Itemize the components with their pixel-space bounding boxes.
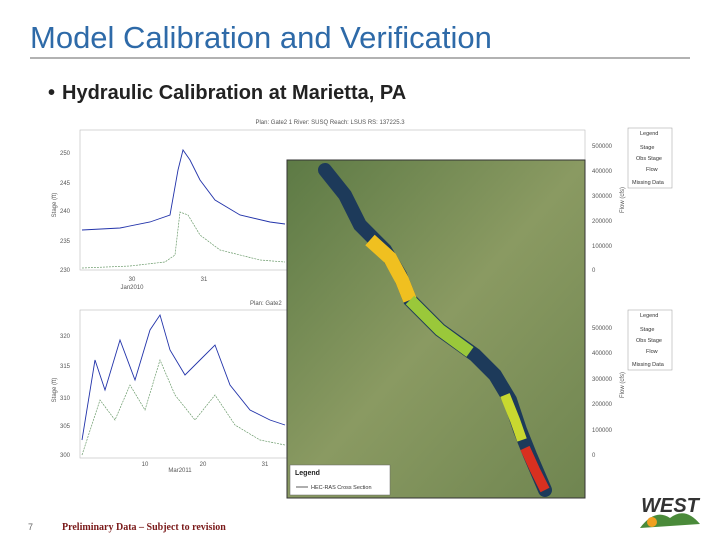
y2-label: Flow (cfs) xyxy=(620,187,626,213)
y-label: Stage (ft) xyxy=(52,378,58,403)
y2-tick: 100000 xyxy=(592,244,613,250)
stage-line xyxy=(81,313,286,441)
y-tick: 245 xyxy=(60,181,71,187)
bottom-plot: Plan: Gate2 Stage (ft) 320 315 310 305 3… xyxy=(52,301,673,474)
top-plot: Plan: Gate2 1 River: SUSQ Reach: LSUS RS… xyxy=(52,120,673,291)
legend-title: Legend xyxy=(640,131,658,137)
logo-text: WEST xyxy=(641,495,701,517)
x-tick: 30 xyxy=(129,277,136,283)
map-legend-title: Legend xyxy=(295,470,320,477)
y-tick: 310 xyxy=(60,396,71,402)
legend-item: Flow xyxy=(646,167,658,173)
y2-tick: 200000 xyxy=(592,402,613,408)
x-tick: 10 xyxy=(142,462,149,468)
legend-item: Missing Data xyxy=(632,180,665,186)
obs-line xyxy=(81,211,286,269)
river-segment xyxy=(520,445,550,493)
legend-item: Flow xyxy=(646,349,658,355)
logo-sun xyxy=(647,517,657,527)
bullet: Hydraulic Calibration at Marietta, PA xyxy=(62,82,406,104)
obs-line xyxy=(81,358,286,456)
legend-item: Obs Stage xyxy=(636,156,662,162)
y2-tick: 200000 xyxy=(592,219,613,225)
y-tick: 230 xyxy=(60,268,71,274)
bullet-dot: • xyxy=(48,82,55,104)
y2-tick: 0 xyxy=(592,268,596,274)
y-tick: 305 xyxy=(60,424,71,430)
title: Model Calibration and Verification xyxy=(30,20,492,55)
x-label: Mar2011 xyxy=(168,468,192,474)
y-tick: 320 xyxy=(60,334,71,340)
y-tick: 235 xyxy=(60,239,71,245)
y2-tick: 400000 xyxy=(592,351,613,357)
y-tick: 250 xyxy=(60,151,71,157)
legend-item: Missing Data xyxy=(632,362,665,368)
legend-item: Stage xyxy=(640,145,654,151)
map-legend xyxy=(289,464,391,496)
y-tick: 315 xyxy=(60,364,71,370)
x-tick: 31 xyxy=(262,462,269,468)
plot-title: Plan: Gate2 xyxy=(250,301,282,307)
y2-label: Flow (cfs) xyxy=(620,372,626,398)
river-segment xyxy=(365,234,417,303)
y2-tick: 100000 xyxy=(592,428,613,434)
river-segment xyxy=(500,393,527,442)
y2-tick: 500000 xyxy=(592,144,613,150)
legend-item: Stage xyxy=(640,327,654,333)
map-legend-item: HEC-RAS Cross Section xyxy=(311,485,372,491)
map: Legend HEC-RAS Cross Section xyxy=(286,159,586,499)
y2-tick: 300000 xyxy=(592,194,613,200)
legend-box xyxy=(627,309,673,371)
y-label: Stage (ft) xyxy=(52,193,58,218)
y-tick: 240 xyxy=(60,209,71,215)
legend-item: Obs Stage xyxy=(636,338,662,344)
river-segment xyxy=(405,295,474,357)
stage-line xyxy=(81,148,286,231)
page-number: 7 xyxy=(28,522,33,532)
x-tick: 20 xyxy=(200,462,207,468)
legend-title: Legend xyxy=(640,313,658,319)
y-tick: 300 xyxy=(60,453,71,459)
y2-tick: 300000 xyxy=(592,377,613,383)
x-label: Jan2010 xyxy=(120,285,144,291)
x-tick: 31 xyxy=(201,277,208,283)
logo: WEST xyxy=(640,495,701,528)
y2-tick: 0 xyxy=(592,453,596,459)
y2-tick: 500000 xyxy=(592,326,613,332)
y2-tick: 400000 xyxy=(592,169,613,175)
footer-note: Preliminary Data – Subject to revision xyxy=(62,522,226,533)
legend-box xyxy=(627,127,673,189)
plot-title: Plan: Gate2 1 River: SUSQ Reach: LSUS RS… xyxy=(255,120,405,126)
